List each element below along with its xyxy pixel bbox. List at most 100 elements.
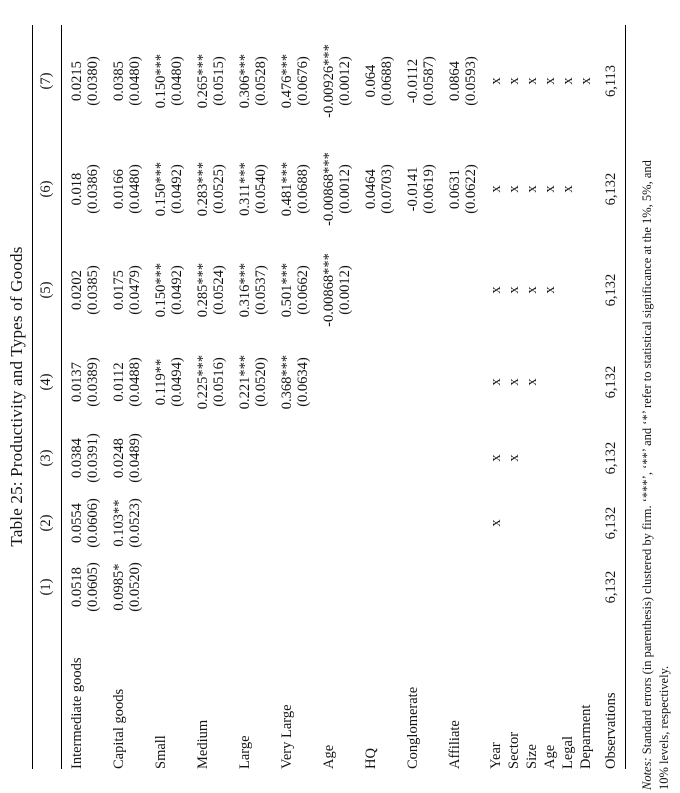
se-value: (0.0587) bbox=[421, 56, 437, 106]
fe-mark-cell bbox=[523, 425, 541, 491]
coef-row: Intermediate goods 0.0518 (0.0605) 0.0554 (0… bbox=[62, 25, 110, 769]
coef-row: Conglomerate -0.0141 (0.0619) -0.0112 (0.058… bbox=[403, 25, 445, 769]
se-value: (0.0515) bbox=[211, 56, 227, 106]
coef-value: 0.0175 bbox=[111, 270, 127, 310]
obs-cell: 6,113 bbox=[595, 25, 626, 137]
coef-value: -0.00926*** bbox=[321, 44, 337, 118]
coef-cell: 0.103** (0.0523) bbox=[109, 491, 151, 555]
fe-mark-cell: x bbox=[524, 286, 540, 294]
coef-cell bbox=[403, 555, 445, 619]
col-header-2: (2) bbox=[32, 491, 62, 555]
coef-cell: 0.0554 (0.0606) bbox=[62, 491, 110, 555]
coef-cell: 0.481*** (0.0688) bbox=[277, 137, 319, 241]
coef-cell: 0.221*** (0.0520) bbox=[235, 339, 277, 425]
se-value: (0.0634) bbox=[295, 357, 311, 407]
coef-value: 0.103** bbox=[111, 499, 127, 547]
coef-cell: 0.0215 (0.0380) bbox=[62, 25, 110, 137]
coef-cell: 0.0864 (0.0593) bbox=[445, 25, 487, 137]
coef-cell bbox=[445, 425, 487, 491]
coef-cell: 0.311*** (0.0540) bbox=[235, 137, 277, 241]
se-value: (0.0605) bbox=[85, 562, 101, 612]
coef-value: 0.0202 bbox=[69, 270, 85, 310]
fe-mark-cell bbox=[505, 491, 523, 555]
fe-mark-cell: x bbox=[488, 378, 504, 386]
se-value: (0.0380) bbox=[85, 56, 101, 106]
se-value: (0.0479) bbox=[127, 265, 143, 315]
fe-mark-cell bbox=[523, 555, 541, 619]
coef-cell bbox=[235, 425, 277, 491]
fe-mark-cell: x bbox=[560, 77, 576, 85]
fe-mark-cell: x bbox=[506, 286, 522, 294]
se-value: (0.0537) bbox=[253, 265, 269, 315]
coef-value: 0.501*** bbox=[279, 262, 295, 318]
coef-cell: 0.283*** (0.0525) bbox=[193, 137, 235, 241]
coef-cell: 0.0137 (0.0389) bbox=[62, 339, 110, 425]
se-value: (0.0480) bbox=[169, 56, 185, 106]
fe-mark-cell: x bbox=[488, 454, 504, 462]
coef-cell bbox=[277, 491, 319, 555]
row-label: Medium bbox=[195, 719, 211, 769]
fe-mark-cell: x bbox=[506, 185, 522, 193]
obs-cell: 6,132 bbox=[595, 425, 626, 491]
coef-value: 0.0631 bbox=[447, 169, 463, 209]
coef-value: 0.0464 bbox=[363, 169, 379, 209]
coef-cell bbox=[277, 425, 319, 491]
coef-cell bbox=[235, 491, 277, 555]
coef-value: 0.311*** bbox=[237, 162, 253, 216]
observations-row: Observations 6,132 6,132 6,132 6,132 6,132 6,1… bbox=[595, 25, 626, 769]
fe-mark-cell bbox=[541, 491, 559, 555]
coef-cell bbox=[151, 491, 193, 555]
coef-cell: 0.306*** (0.0528) bbox=[235, 25, 277, 137]
se-value: (0.0540) bbox=[253, 164, 269, 214]
coef-rows: Intermediate goods 0.0518 (0.0605) 0.0554 (0… bbox=[62, 25, 488, 769]
fe-mark-cell: x bbox=[488, 519, 504, 527]
fe-mark-cell bbox=[577, 491, 595, 555]
row-label: Small bbox=[153, 735, 169, 769]
se-value: (0.0703) bbox=[379, 164, 395, 214]
coef-cell: 0.0175 (0.0479) bbox=[109, 241, 151, 339]
se-value: (0.0391) bbox=[85, 433, 101, 483]
fe-mark-cell: x bbox=[578, 77, 594, 85]
coef-cell: 0.018 (0.0386) bbox=[62, 137, 110, 241]
coef-cell bbox=[151, 425, 193, 491]
regression-table: (1) (2) (3) (4) (5) (6) (7) Intermediate… bbox=[32, 25, 626, 769]
fe-mark-cell: x bbox=[488, 77, 504, 85]
coef-cell: 0.316*** (0.0537) bbox=[235, 241, 277, 339]
coef-cell: 0.368*** (0.0634) bbox=[277, 339, 319, 425]
se-value: (0.0688) bbox=[379, 56, 395, 106]
coef-value: -0.0141 bbox=[405, 166, 421, 212]
fe-mark-cell bbox=[577, 555, 595, 619]
coef-cell bbox=[193, 555, 235, 619]
fixed-effect-row: Age x x x bbox=[541, 25, 559, 769]
col-header-4: (4) bbox=[32, 339, 62, 425]
obs-cell: 6,132 bbox=[595, 241, 626, 339]
header-blank-cell bbox=[32, 619, 62, 769]
row-label: Size bbox=[524, 744, 540, 769]
coef-row: Affiliate 0.0631 (0.0622) 0.0864 (0.0593) bbox=[445, 25, 487, 769]
fe-mark-cell bbox=[559, 241, 577, 339]
se-value: (0.0012) bbox=[337, 265, 353, 315]
fe-mark-cell: x bbox=[506, 77, 522, 85]
row-label: Age bbox=[321, 744, 337, 769]
row-label: Sector bbox=[506, 731, 522, 769]
se-value: (0.0676) bbox=[295, 56, 311, 106]
row-label: Affiliate bbox=[447, 720, 463, 769]
se-value: (0.0525) bbox=[211, 164, 227, 214]
fe-mark-cell bbox=[577, 339, 595, 425]
coef-cell bbox=[403, 339, 445, 425]
row-label: Large bbox=[237, 735, 253, 769]
coef-cell: 0.0631 (0.0622) bbox=[445, 137, 487, 241]
notes-line1: Notes: Standard errors (in parenthesis) … bbox=[639, 0, 656, 790]
coef-row: Large 0.221*** (0.0520) 0.316*** (0.0537) 0.3… bbox=[235, 25, 277, 769]
se-value: (0.0688) bbox=[295, 164, 311, 214]
coef-cell bbox=[361, 491, 403, 555]
fe-mark-cell bbox=[505, 555, 523, 619]
fe-mark-cell: x bbox=[488, 286, 504, 294]
obs-cell: 6,132 bbox=[595, 491, 626, 555]
coef-value: 0.0248 bbox=[111, 438, 127, 478]
row-label: Deparment bbox=[578, 704, 594, 769]
coef-cell bbox=[151, 555, 193, 619]
fe-mark-cell: x bbox=[524, 378, 540, 386]
coef-cell bbox=[193, 491, 235, 555]
